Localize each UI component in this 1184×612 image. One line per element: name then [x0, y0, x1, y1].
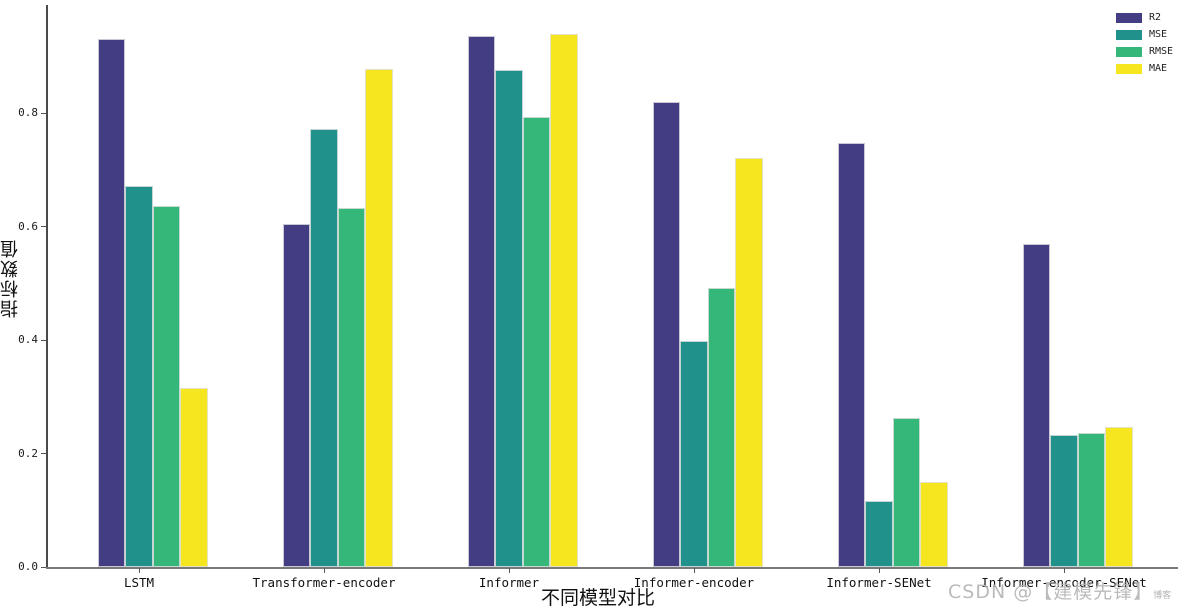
legend-item: MAE [1116, 60, 1173, 77]
bar-r2-3 [652, 102, 681, 567]
bar-mse-4 [865, 500, 893, 567]
bar-r2-0 [97, 39, 126, 567]
legend: R2 MSE RMSE MAE [1116, 9, 1173, 77]
y-axis-label: 指标数值 [0, 238, 21, 318]
bar-mae-1 [365, 68, 393, 567]
x-tick-label: Informer-encoder-SENet [981, 575, 1147, 590]
bar-rmse-0 [152, 206, 181, 567]
legend-swatch [1116, 46, 1142, 57]
bar-mae-5 [1105, 426, 1133, 567]
legend-swatch [1116, 12, 1142, 23]
x-axis-label: 不同模型对比 [540, 587, 655, 609]
x-tick-mark [139, 568, 140, 573]
y-tick-mark [41, 339, 46, 341]
bar-rmse-3 [707, 287, 736, 567]
x-tick-label: LSTM [123, 575, 155, 590]
legend-swatch [1116, 63, 1142, 74]
watermark: CSDN @【建模先锋】博客 [948, 577, 1171, 604]
bar-mae-3 [735, 157, 763, 567]
x-tick-label: Informer [478, 575, 540, 590]
legend-item: R2 [1116, 9, 1173, 26]
bar-r2-1 [282, 224, 311, 567]
bar-rmse-4 [892, 417, 921, 567]
y-tick-mark [41, 226, 46, 227]
legend-item: RMSE [1116, 43, 1173, 60]
legend-label: MSE [1149, 28, 1168, 40]
y-tick-label: 0.8 [18, 106, 38, 119]
x-tick-mark [1064, 568, 1065, 573]
y-tick-mark [41, 453, 46, 454]
bar-r2-5 [1022, 244, 1051, 567]
legend-swatch [1116, 29, 1142, 40]
bar-mse-3 [680, 341, 708, 567]
bar-mse-2 [495, 69, 523, 567]
bar-mse-0 [125, 186, 153, 567]
bar-mae-0 [180, 388, 208, 567]
bar-rmse-1 [337, 207, 366, 567]
legend-item: MSE [1116, 26, 1173, 43]
y-tick-label: 0.4 [18, 333, 38, 346]
bar-mse-5 [1050, 434, 1078, 567]
y-tick-label: 0.0 [18, 560, 38, 573]
legend-label: R2 [1149, 11, 1162, 23]
x-tick-mark [694, 568, 695, 573]
x-axis-line [46, 567, 1178, 569]
x-tick-label: Informer-SENet [826, 575, 932, 590]
bar-mse-1 [310, 128, 338, 567]
x-tick-label: Informer-encoder [633, 575, 755, 590]
legend-label: RMSE [1149, 45, 1174, 57]
y-tick-mark [41, 112, 46, 114]
bar-rmse-2 [522, 116, 551, 567]
bar-r2-4 [837, 143, 866, 567]
watermark-text: CSDN @【建模先锋】 [948, 581, 1154, 603]
y-axis-line [46, 5, 48, 569]
x-tick-label: Transformer-encoder [252, 575, 396, 590]
y-tick-label: 0.6 [18, 219, 38, 233]
x-tick-mark [879, 568, 880, 573]
bar-r2-2 [467, 35, 496, 567]
legend-label: MAE [1149, 62, 1168, 74]
y-tick-label: 0.2 [18, 446, 38, 460]
bar-rmse-5 [1077, 433, 1106, 567]
y-tick-mark [41, 566, 46, 568]
x-tick-mark [509, 568, 510, 573]
x-tick-mark [324, 568, 325, 573]
watermark-suffix: 博客 [1153, 591, 1172, 601]
bar-mae-4 [920, 482, 948, 567]
plot-area: 0.0 0.2 0.4 0.6 0.8 LSTM Transformer-encoder In… [18, 5, 1178, 590]
bar-mae-2 [550, 34, 578, 567]
